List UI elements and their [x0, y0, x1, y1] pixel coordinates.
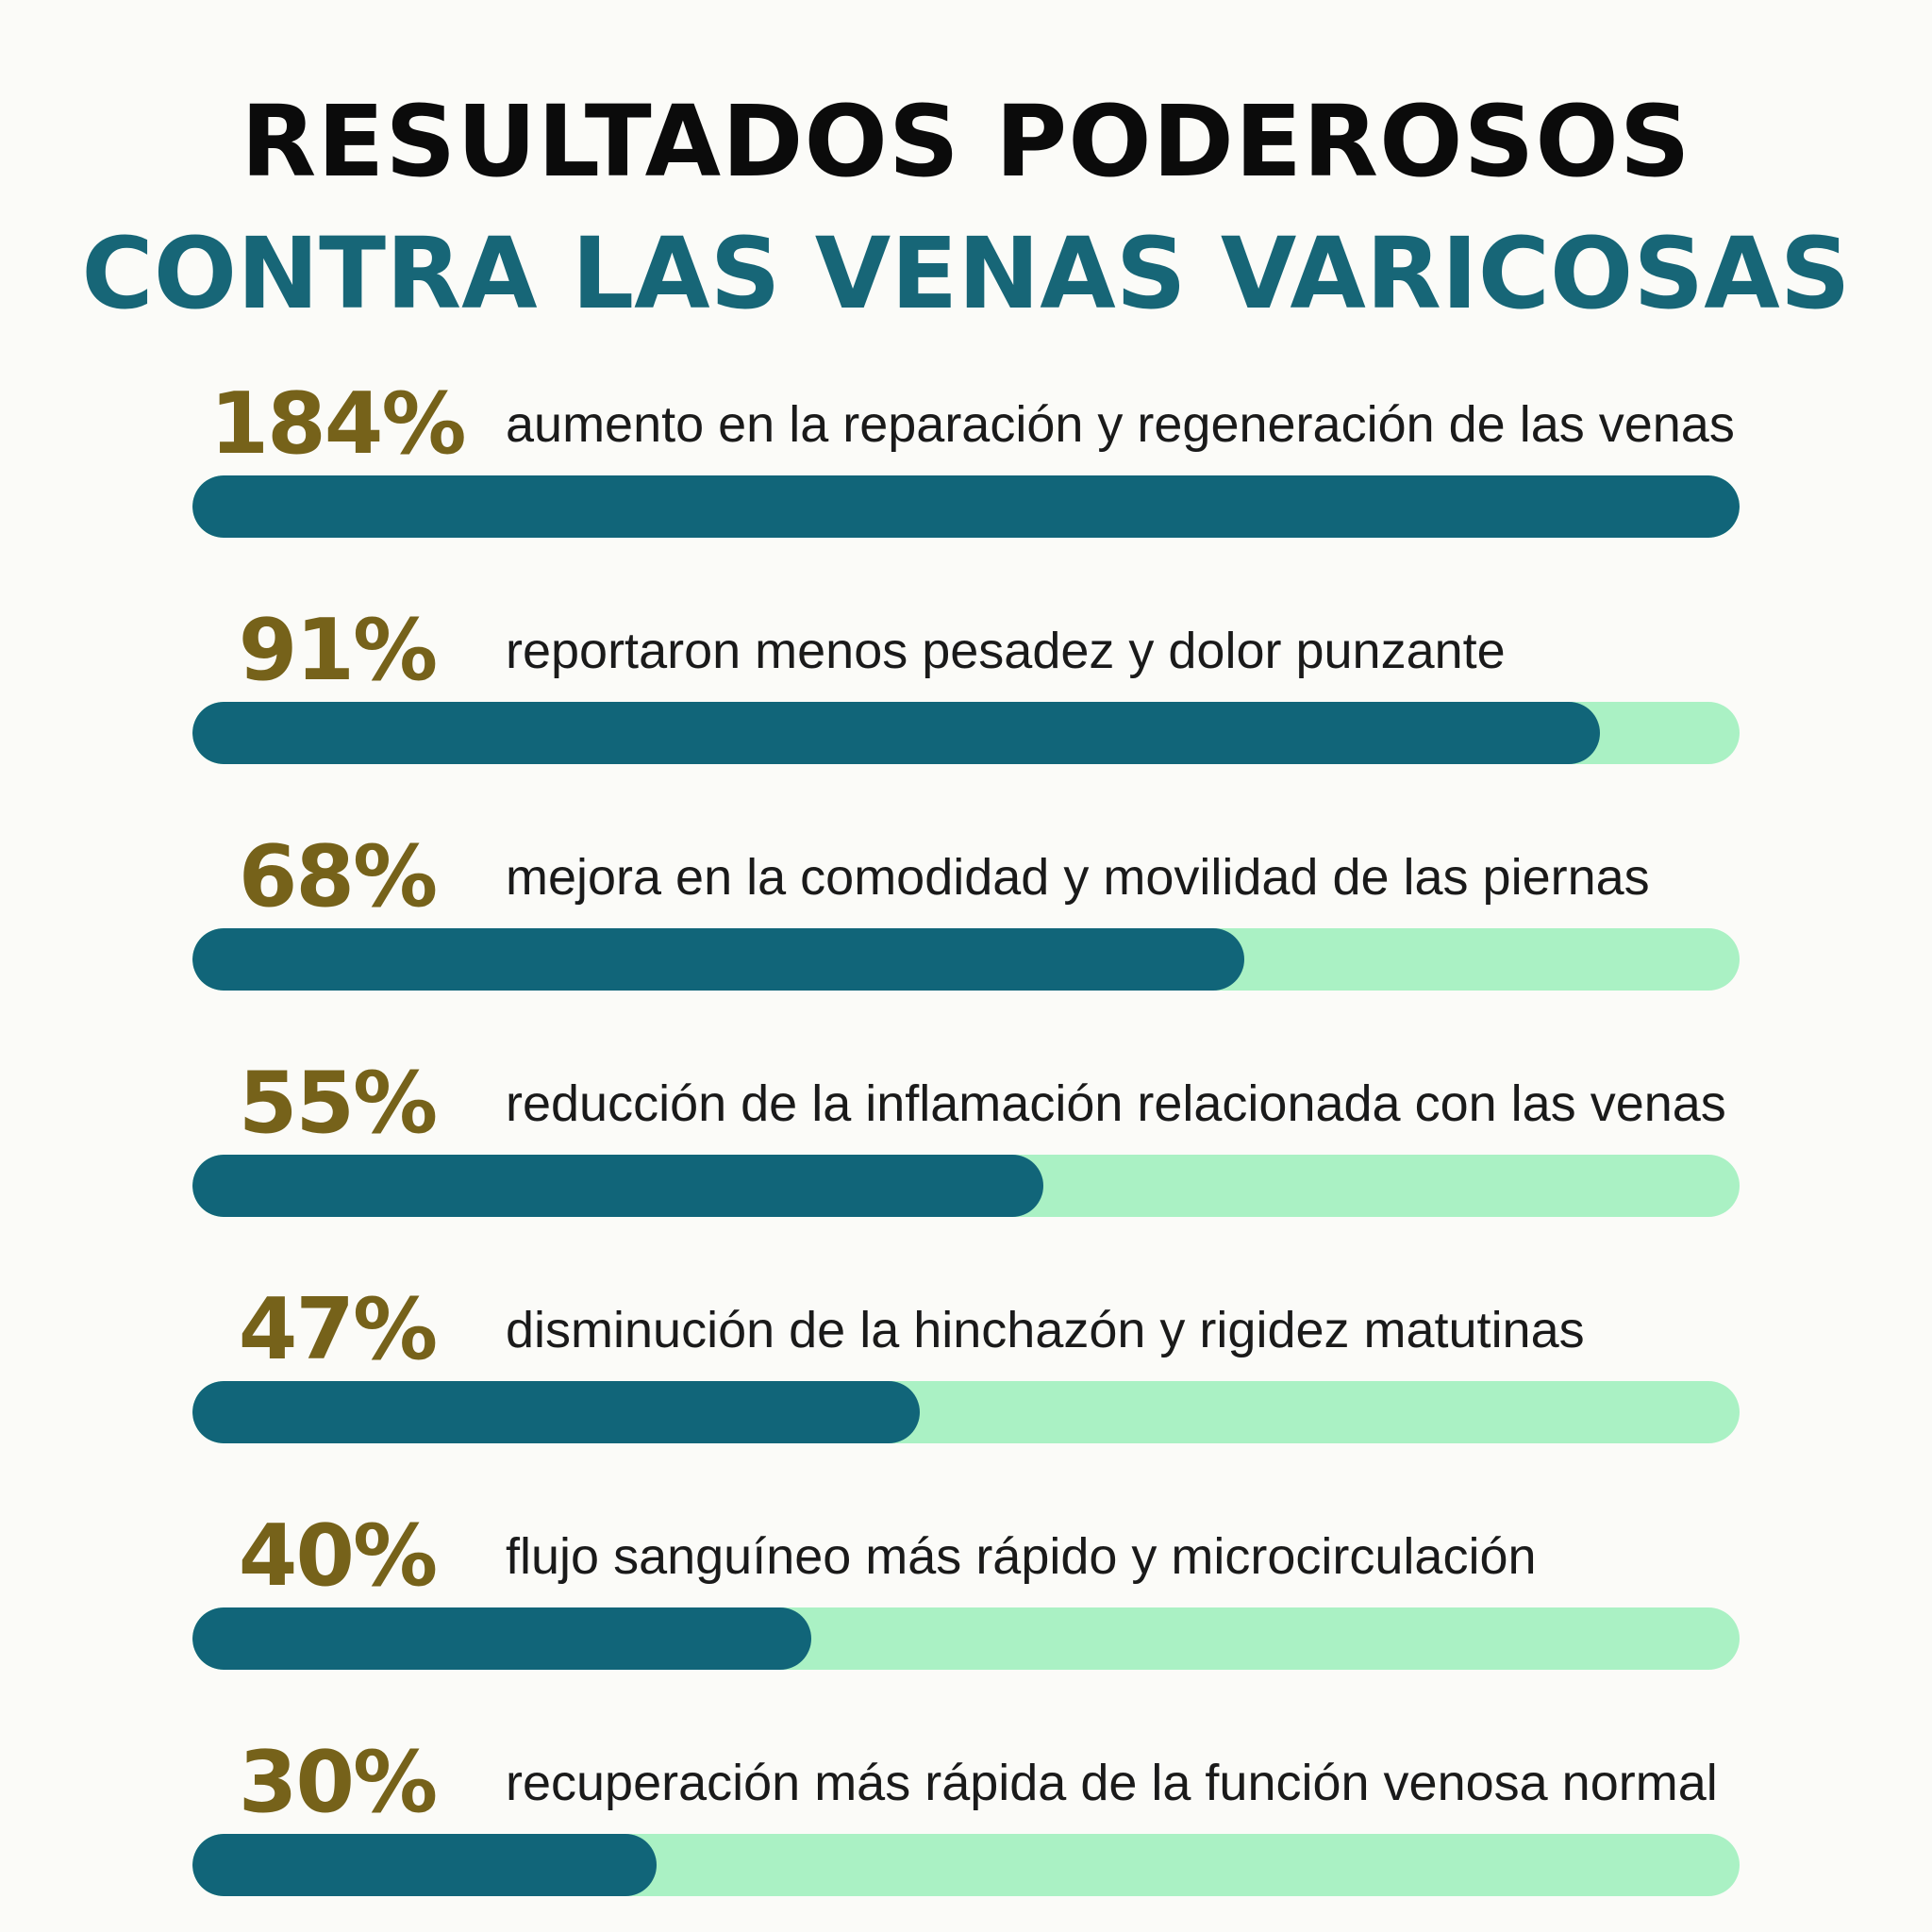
bar-row: 68% mejora en la comodidad y movilidad de… [0, 830, 1932, 991]
bar-fill [192, 475, 1740, 538]
bar-track [192, 1381, 1740, 1443]
bar-value-label: 47% [238, 1280, 438, 1379]
bar-track [192, 1834, 1740, 1896]
bar-row: 40% flujo sanguíneo más rápido y microcir… [0, 1509, 1932, 1670]
bar-row: 30% recuperación más rápida de la función… [0, 1736, 1932, 1896]
bar-row: 184% aumento en la reparación y regenerac… [0, 377, 1932, 538]
bar-description: mejora en la comodidad y movilidad de la… [506, 849, 1650, 906]
bar-row: 55% reducción de la inflamación relaciona… [0, 1057, 1932, 1217]
title-block: RESULTADOS PODEROSOS CONTRA LAS VENAS VA… [0, 75, 1932, 340]
bar-value-label: 30% [238, 1733, 438, 1832]
bar-track [192, 928, 1740, 991]
bar-track [192, 1155, 1740, 1217]
bar-fill [192, 1155, 1043, 1217]
bar-description: reducción de la inflamación relacionada … [506, 1075, 1726, 1132]
bar-value-label: 91% [238, 601, 438, 700]
bar-track [192, 702, 1740, 764]
bar-fill [192, 1607, 811, 1670]
bar-description: aumento en la reparación y regeneración … [506, 396, 1735, 453]
bar-fill [192, 702, 1601, 764]
bar-description: disminución de la hinchazón y rigidez ma… [506, 1302, 1585, 1358]
bar-value-label: 184% [209, 375, 466, 474]
bar-description: reportaron menos pesadez y dolor punzant… [506, 623, 1506, 679]
bar-fill [192, 1381, 920, 1443]
bar-description: flujo sanguíneo más rápido y microcircul… [506, 1528, 1537, 1585]
bar-fill [192, 928, 1245, 991]
bar-track [192, 1607, 1740, 1670]
bar-track [192, 475, 1740, 538]
bar-value-label: 68% [238, 827, 438, 926]
bar-row: 47% disminución de la hinchazón y rigidez… [0, 1283, 1932, 1443]
bar-description: recuperación más rápida de la función ve… [506, 1755, 1718, 1811]
chart-title-line-2: CONTRA LAS VENAS VARICOSAS [81, 216, 1851, 331]
bar-row: 91% reportaron menos pesadez y dolor punz… [0, 604, 1932, 764]
chart-title-line-1: RESULTADOS PODEROSOS [241, 84, 1691, 199]
bar-value-label: 55% [238, 1054, 438, 1153]
bar-fill [192, 1834, 657, 1896]
bar-value-label: 40% [238, 1507, 438, 1606]
